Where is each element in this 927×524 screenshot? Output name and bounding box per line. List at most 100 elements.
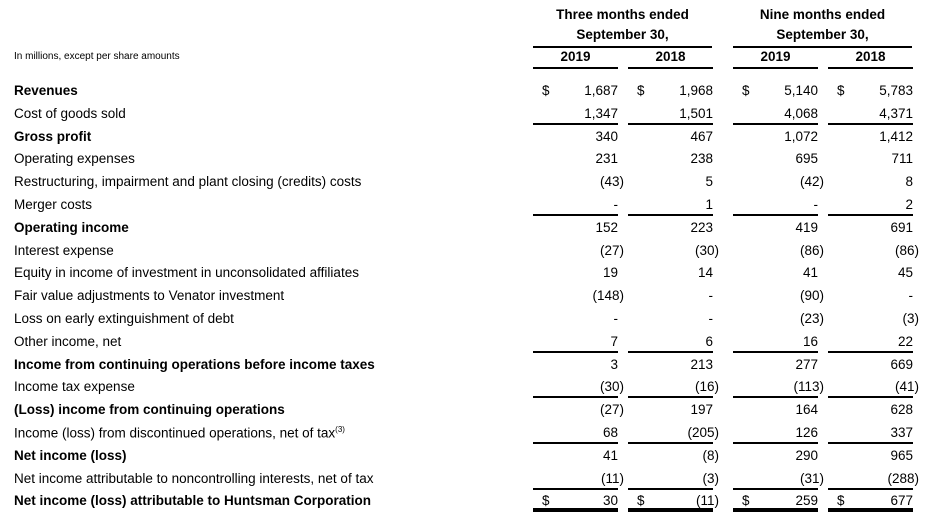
value-cell: - (533, 193, 618, 216)
year-header: 2019 (560, 49, 591, 64)
row-label-text: Gross profit (14, 128, 92, 144)
value: (27) (599, 242, 624, 258)
row-label: Restructuring, impairment and plant clos… (14, 174, 361, 189)
value-cell: $5,140 (733, 79, 818, 102)
value-cell: (288) (828, 467, 919, 490)
nine-months-title: Nine months ended (759, 7, 886, 22)
row-label-text: Equity in income of investment in uncons… (14, 265, 359, 281)
value-cell: 691 (828, 216, 913, 239)
value: 5 (705, 174, 713, 190)
table-row: Merger costs - 1 - 2 (0, 193, 927, 216)
row-label-text: Income (loss) from discontinued operatio… (14, 425, 336, 441)
row-label-text: Income tax expense (14, 379, 135, 395)
value: 45 (897, 265, 913, 281)
value-cell: (86) (828, 239, 919, 262)
value: 5,140 (784, 83, 818, 98)
three-months-date: September 30, (576, 27, 669, 42)
value-cell: $30 (533, 489, 618, 513)
value-cell: $677 (828, 489, 913, 513)
value: 238 (690, 151, 713, 167)
value-cell: 152 (533, 216, 618, 239)
value: - (613, 197, 619, 212)
value-cell: 965 (828, 444, 913, 467)
row-label-text: Net income attributable to noncontrollin… (14, 470, 374, 486)
value: (3) (702, 470, 720, 486)
table-row: Cost of goods sold 1,347 1,501 4,068 4,371 (0, 102, 927, 125)
value: (148) (592, 288, 624, 304)
year-header: 2018 (855, 49, 886, 64)
table-row: Loss on early extinguishment of debt - - (2… (0, 307, 927, 330)
value: 669 (890, 356, 913, 372)
value-cell: - (733, 193, 818, 216)
header-rule (533, 46, 712, 48)
value-cell: - (828, 284, 914, 307)
value-cell: $1,687 (533, 79, 618, 102)
row-label: Income from continuing operations before… (14, 357, 375, 372)
row-label-text: Net income (loss) (14, 447, 127, 463)
row-label: Net income (loss) attributable to Huntsm… (14, 493, 371, 508)
value: 223 (690, 219, 713, 235)
row-label-text: (Loss) income from continuing operations (14, 402, 285, 418)
row-label-text: Operating expenses (14, 151, 135, 167)
value-cell: 1,347 (533, 102, 618, 125)
currency-symbol: $ (742, 493, 750, 509)
row-label: Cost of goods sold (14, 106, 126, 121)
row-label-text: Revenues (14, 83, 78, 98)
value-cell: 1,501 (628, 102, 713, 125)
value: 3 (610, 356, 618, 372)
value-cell: (205) (628, 421, 719, 444)
value: 1,501 (679, 105, 713, 121)
value: (3) (902, 311, 920, 326)
value: 22 (897, 333, 913, 349)
value-cell: 1,412 (828, 125, 913, 148)
value: - (908, 288, 914, 304)
value-cell: (27) (533, 239, 624, 262)
value: (86) (894, 242, 919, 258)
value-cell: 19 (533, 261, 618, 284)
value-cell: 197 (628, 398, 713, 421)
value: 691 (890, 219, 913, 235)
value: (23) (799, 311, 824, 326)
row-label: Net income (loss) (14, 448, 127, 463)
value-cell: - (533, 307, 619, 330)
value-cell: (41) (828, 375, 919, 399)
year-rule (628, 67, 713, 69)
value-cell: (42) (733, 170, 824, 193)
table-row: Revenues $1,687 $1,968 $5,140 $5,783 (0, 79, 927, 102)
table-row: Equity in income of investment in uncons… (0, 261, 927, 284)
value-cell: 695 (733, 147, 818, 170)
row-label: Revenues (14, 83, 78, 98)
value-cell: 1 (628, 193, 713, 216)
value-cell: 41 (533, 444, 618, 467)
currency-symbol: $ (837, 493, 845, 509)
units-note: In millions, except per share amounts (14, 51, 180, 62)
row-label-text: Net income (loss) attributable to Huntsm… (14, 493, 372, 509)
value-cell: 8 (828, 170, 913, 193)
value: 16 (802, 333, 818, 349)
value: (31) (799, 470, 824, 486)
value: (288) (887, 470, 919, 486)
value: 164 (795, 402, 818, 418)
value-cell: (113) (733, 375, 824, 399)
value: 277 (795, 356, 818, 372)
value: 68 (602, 425, 618, 440)
value: 7 (610, 333, 618, 349)
row-label: Merger costs (14, 197, 92, 212)
row-label-text: Restructuring, impairment and plant clos… (14, 174, 362, 190)
value-cell: $259 (733, 489, 818, 513)
value-cell: (31) (733, 467, 824, 490)
table-row: Other income, net 7 6 16 22 (0, 330, 927, 353)
value: 711 (891, 151, 913, 167)
row-label-text: Cost of goods sold (14, 105, 126, 121)
value-cell: 4,371 (828, 102, 913, 125)
value: 30 (602, 493, 618, 509)
value-cell: 340 (533, 125, 618, 148)
value: 41 (602, 447, 618, 463)
value: 6 (705, 333, 713, 349)
value-cell: $1,968 (628, 79, 713, 102)
value-cell: 16 (733, 330, 818, 353)
row-label: Operating expenses (14, 151, 135, 166)
value-cell: (3) (628, 467, 719, 490)
value: (27) (599, 402, 624, 418)
row-label: Fair value adjustments to Venator invest… (14, 288, 284, 303)
